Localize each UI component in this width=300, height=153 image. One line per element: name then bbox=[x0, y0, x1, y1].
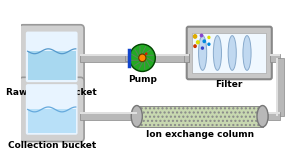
Circle shape bbox=[139, 54, 146, 62]
Bar bbox=[137, 106, 262, 127]
Bar bbox=[155, 54, 160, 56]
Bar bbox=[184, 54, 189, 56]
Bar bbox=[155, 54, 189, 56]
Ellipse shape bbox=[199, 36, 207, 70]
Circle shape bbox=[201, 46, 204, 50]
Ellipse shape bbox=[243, 36, 251, 70]
Ellipse shape bbox=[257, 106, 268, 127]
Bar bbox=[268, 112, 280, 114]
Text: Pump: Pump bbox=[128, 75, 157, 84]
Bar bbox=[28, 51, 76, 80]
Bar bbox=[80, 112, 137, 114]
Circle shape bbox=[196, 40, 200, 44]
FancyBboxPatch shape bbox=[19, 77, 84, 142]
Bar bbox=[80, 54, 128, 62]
Circle shape bbox=[129, 44, 155, 71]
Bar bbox=[125, 54, 129, 56]
Ellipse shape bbox=[213, 36, 221, 70]
Bar bbox=[268, 112, 280, 120]
Bar bbox=[155, 54, 160, 61]
Circle shape bbox=[202, 39, 206, 43]
Circle shape bbox=[193, 34, 197, 39]
Circle shape bbox=[145, 52, 148, 55]
Circle shape bbox=[200, 34, 203, 37]
Bar bbox=[192, 33, 266, 73]
Bar bbox=[28, 109, 76, 133]
FancyBboxPatch shape bbox=[19, 25, 84, 89]
Bar bbox=[276, 58, 278, 116]
Bar bbox=[270, 54, 280, 62]
FancyBboxPatch shape bbox=[187, 27, 272, 79]
FancyBboxPatch shape bbox=[26, 32, 78, 82]
Bar bbox=[125, 54, 129, 61]
Bar bbox=[184, 54, 189, 62]
Circle shape bbox=[207, 36, 211, 39]
Circle shape bbox=[193, 44, 197, 48]
Bar bbox=[276, 58, 284, 116]
Text: Filter: Filter bbox=[216, 80, 243, 89]
Ellipse shape bbox=[131, 106, 142, 127]
Bar bbox=[155, 54, 189, 62]
Bar bbox=[80, 112, 137, 120]
Bar bbox=[270, 54, 280, 56]
FancyBboxPatch shape bbox=[26, 84, 78, 135]
Text: Ion exchange column: Ion exchange column bbox=[146, 130, 254, 139]
Text: Raw liquid bucket: Raw liquid bucket bbox=[6, 88, 97, 97]
Circle shape bbox=[207, 43, 211, 46]
Ellipse shape bbox=[228, 36, 236, 70]
Text: Collection bucket: Collection bucket bbox=[8, 141, 96, 150]
Bar bbox=[80, 54, 128, 56]
